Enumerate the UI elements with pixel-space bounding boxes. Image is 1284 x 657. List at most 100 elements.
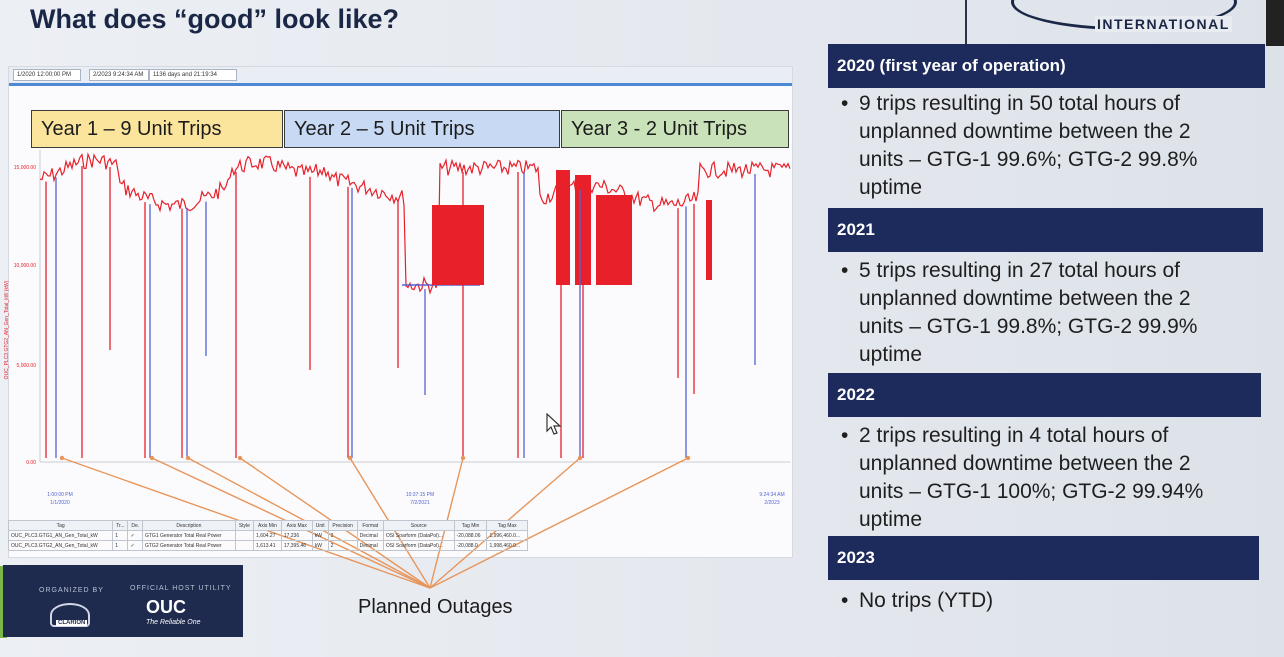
table-cell: Decimal <box>356 530 384 541</box>
duration-field[interactable]: 1136 days and 21:19:34 <box>149 69 237 81</box>
clarion-logo <box>50 603 90 627</box>
slide-title: What does “good” look like? <box>30 4 400 34</box>
unit1-fill-block <box>596 195 632 285</box>
table-header-cell[interactable]: Tag Min <box>453 520 488 531</box>
table-header-cell[interactable]: Axis Max <box>280 520 313 531</box>
y-tick-label: 0.00 <box>26 460 36 466</box>
unit1-fill-block <box>556 170 570 285</box>
table-header-cell[interactable]: Axis Min <box>253 520 282 531</box>
table-cell: OUC_PLC3.GTG2_AN_Gen_Total_kW <box>7 540 114 551</box>
edge-bar <box>1266 0 1284 46</box>
table-cell <box>234 540 255 551</box>
table-cell: OUC_PLC3.GTG1_AN_Gen_Total_kW <box>7 530 114 541</box>
table-body: OUC_PLC3.GTG1_AN_Gen_Total_kW 1 ✓ GTG1 Gene… <box>7 530 528 551</box>
planned-outages-label: Planned Outages <box>358 596 513 618</box>
table-cell: 2 <box>327 530 358 541</box>
end-time-field[interactable]: 2/2023 9:24:34 AM <box>89 69 149 81</box>
table-header-cell[interactable]: Tag <box>7 520 114 531</box>
trend-screenshot: 1/2020 12:00:00 PM 2/2023 9:24:34 AM 113… <box>8 66 793 558</box>
table-header-cell[interactable]: Precision <box>327 520 358 531</box>
arrow-head <box>347 455 353 461</box>
y-tick-label: 5,000.00 <box>17 363 37 369</box>
table-cell: kW <box>311 540 329 551</box>
trend-toolbar: 1/2020 12:00:00 PM 2/2023 9:24:34 AM 113… <box>9 67 792 86</box>
table-cell: kW <box>311 530 329 541</box>
table-cell: -20,088.06 <box>453 530 488 541</box>
arrow-head <box>59 455 65 461</box>
table-cell: ✓ <box>127 530 143 541</box>
table-header-cell[interactable]: Format <box>356 520 384 531</box>
table-cell: 2 <box>327 540 358 551</box>
ouc-logo: OUC <box>146 597 186 617</box>
table-header-cell[interactable]: Tr... <box>112 520 129 531</box>
section-header-2020: 2020 (first year of operation) <box>828 44 1265 88</box>
year-3-label: Year 3 - 2 Unit Trips <box>561 110 789 148</box>
y-tick-label: 10,000.00 <box>14 263 36 269</box>
table-cell: GTG1 Generator Total Real Power <box>141 530 236 541</box>
arrow-head <box>237 455 243 461</box>
mouse-pointer-icon <box>546 413 562 435</box>
x-tick-label: 7/2/2021 <box>410 500 430 506</box>
table-cell: 1 <box>112 540 129 551</box>
x-tick-label: 1:00:00 PM <box>47 492 73 498</box>
bullet-dot: • <box>841 259 849 282</box>
table-cell: 1,998,460.0... <box>486 540 528 551</box>
table-row[interactable]: OUC_PLC3.GTG2_AN_Gen_Total_kW 1 ✓ GTG2 Gene… <box>7 540 528 551</box>
table-cell: 1,613.41 <box>253 540 282 551</box>
table-cell: 1,604.27 <box>253 530 282 541</box>
table-header-cell[interactable]: Description <box>141 520 236 531</box>
arrow-head <box>685 455 691 461</box>
bullet-text: 9 trips resulting in 50 total hours of u… <box>859 92 1198 199</box>
bullet-text: No trips (YTD) <box>859 589 994 612</box>
table-row[interactable]: OUC_PLC3.GTG1_AN_Gen_Total_kW 1 ✓ GTG1 Gene… <box>7 530 528 541</box>
table-header-cell[interactable]: De. <box>127 520 143 531</box>
host-utility-label: OFFICIAL HOST UTILITY <box>130 585 232 592</box>
table-cell: 1,996,460.0... <box>486 530 528 541</box>
trend-tag-table: Tag Tr... De. Description Style Axis Min Axis … <box>7 520 528 551</box>
clarion-logo-text: CLARION <box>56 620 88 626</box>
bullet-text: 5 trips resulting in 27 total hours of u… <box>859 259 1198 366</box>
unit1-trend-line <box>39 152 791 295</box>
section-header-2021: 2021 <box>828 208 1263 252</box>
table-cell: GTG2 Generator Total Real Power <box>141 540 236 551</box>
table-cell <box>234 530 255 541</box>
x-tick-label: 1/1/2020 <box>50 500 70 506</box>
year-1-label: Year 1 – 9 Unit Trips <box>31 110 283 148</box>
organized-by-label: ORGANIZED BY <box>39 587 104 594</box>
bullet-dot: • <box>841 92 849 115</box>
y-tick-label: 15,000.00 <box>14 165 36 171</box>
table-cell: 17,236 <box>280 530 313 541</box>
ouc-tagline: The Reliable One <box>146 619 201 626</box>
table-cell: 1 <box>112 530 129 541</box>
table-header-row: Tag Tr... De. Description Style Axis Min Axis … <box>7 520 528 531</box>
table-header-cell[interactable]: Style <box>234 520 255 531</box>
arrow-head <box>149 455 155 461</box>
x-tick-label: 2/2023 <box>764 500 780 506</box>
bullet-dot: • <box>841 589 849 612</box>
powergen-logo: INTERNATIONAL <box>1005 0 1255 36</box>
arrow-head <box>577 455 583 461</box>
y-axis-label: OUC_PLC3.GTG2_AN_Gen_Total_kW (kW) <box>4 280 10 379</box>
year-2-label: Year 2 – 5 Unit Trips <box>284 110 560 148</box>
table-header-cell[interactable]: Source <box>382 520 455 531</box>
x-tick-label: 9:24:34 AM <box>759 492 784 498</box>
arrow-head <box>460 455 466 461</box>
table-header-cell[interactable]: Unit <box>311 520 329 531</box>
table-header-cell[interactable]: Tag Max <box>486 520 528 531</box>
bullet-dot: • <box>841 424 849 447</box>
unit1-fill-block <box>706 200 712 280</box>
section-header-2023: 2023 <box>828 536 1259 580</box>
unit1-fill-block <box>432 205 484 285</box>
sponsor-banner: ORGANIZED BY OFFICIAL HOST UTILITY CLARI… <box>3 565 243 637</box>
table-cell: OSI Soarform (DataPol)... <box>382 530 455 541</box>
table-cell: OSI Soarform (DataPol)... <box>382 540 455 551</box>
section-header-2022: 2022 <box>828 373 1261 417</box>
start-time-field[interactable]: 1/2020 12:00:00 PM <box>13 69 81 81</box>
logo-text: INTERNATIONAL <box>1095 16 1232 32</box>
table-cell: Decimal <box>356 540 384 551</box>
planned-outage-arrow <box>429 457 689 589</box>
x-tick-label: 10:37:15 PM <box>406 492 434 498</box>
table-cell: ✓ <box>127 540 143 551</box>
arrow-head <box>185 455 191 461</box>
